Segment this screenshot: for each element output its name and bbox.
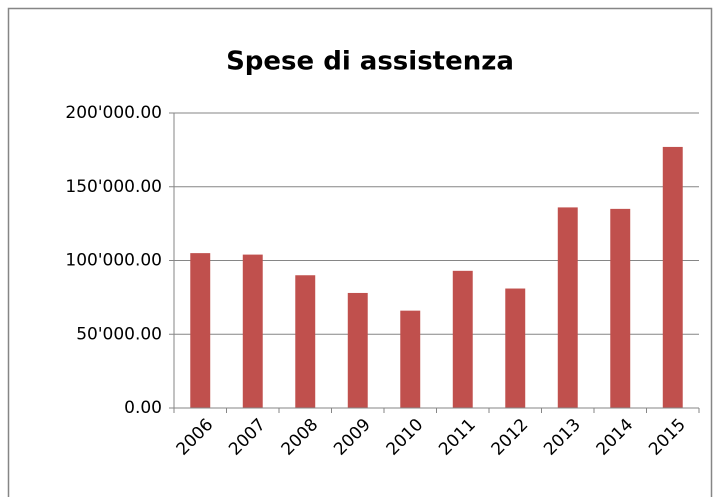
bar (242, 254, 263, 408)
bar (347, 292, 368, 408)
y-tick-label: 200'000.00 (65, 103, 162, 123)
bar (505, 288, 526, 408)
bar (662, 146, 683, 409)
bar (452, 270, 473, 408)
bar (557, 207, 578, 408)
bar (400, 310, 421, 408)
bar (610, 208, 631, 408)
bar (190, 253, 211, 408)
y-tick-label: 100'000.00 (65, 251, 162, 271)
y-tick-label: 50'000.00 (76, 324, 162, 344)
chart-frame (7, 7, 713, 497)
chart-title: Spese di assistenza (226, 47, 514, 77)
y-tick-label: 0.00 (124, 398, 162, 418)
bar (295, 275, 316, 408)
y-tick-label: 150'000.00 (65, 177, 162, 197)
